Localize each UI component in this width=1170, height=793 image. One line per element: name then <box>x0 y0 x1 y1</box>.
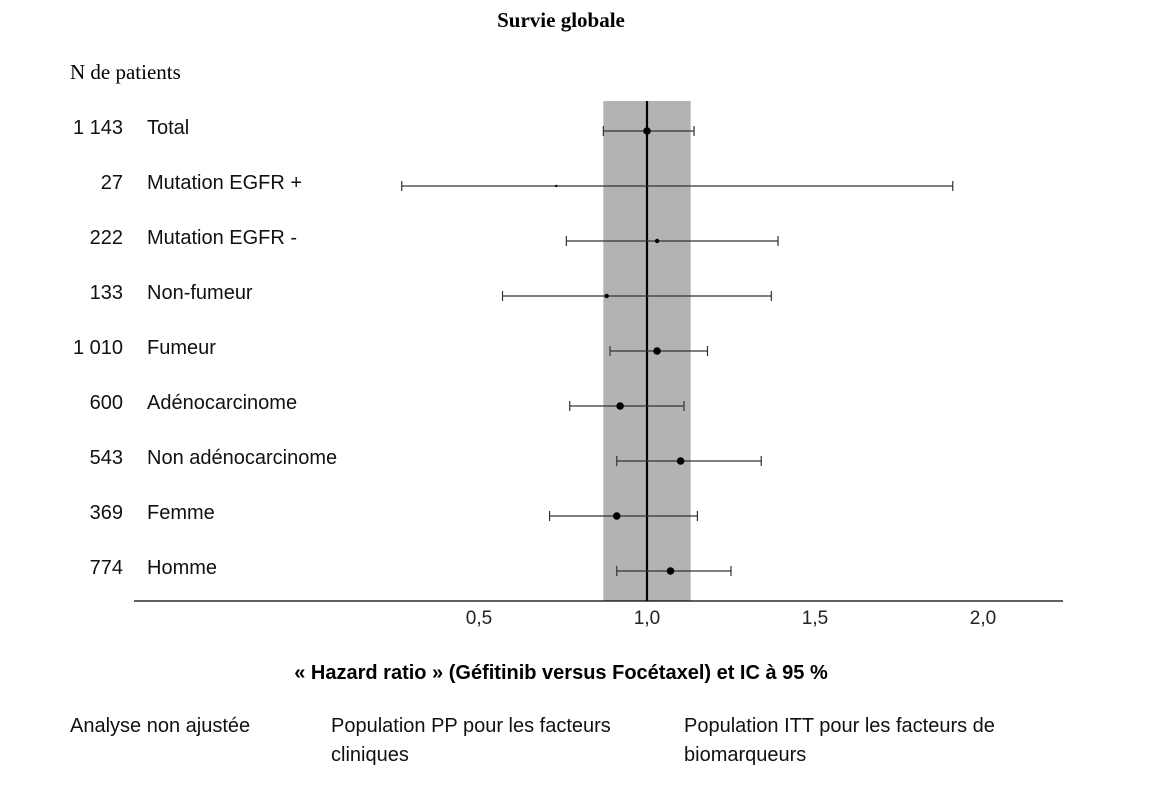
row-label: Mutation EGFR + <box>147 172 302 194</box>
row-label: Homme <box>147 557 217 579</box>
row-n-patients: 369 <box>90 502 123 524</box>
x-tick-label: 0,5 <box>466 608 492 629</box>
hr-point <box>676 457 685 465</box>
row-n-patients: 543 <box>90 447 123 469</box>
row-n-patients: 1 010 <box>73 337 123 359</box>
hr-point <box>555 184 558 188</box>
x-tick-label: 1,0 <box>634 608 660 629</box>
footnote-pp-line1: Population PP pour les facteurs <box>331 715 611 737</box>
row-n-patients: 774 <box>90 557 123 579</box>
forest-plot: 0,5 1,0 1,5 2,0 « Hazard ratio » (Géfitinib … <box>73 101 1063 684</box>
hr-point <box>604 293 609 299</box>
row-n-patients: 133 <box>90 282 123 304</box>
footnote-itt: Population ITT pour les facteurs de biom… <box>684 712 995 770</box>
footnote-pp: Population PP pour les facteurs clinique… <box>331 712 611 770</box>
x-tick-label: 1,5 <box>802 608 828 629</box>
row-label: Non adénocarcinome <box>147 447 337 469</box>
hr-point <box>653 347 661 355</box>
footnotes: Analyse non ajustée Population PP pour l… <box>0 712 1170 782</box>
row-label: Femme <box>147 502 215 524</box>
row-n-patients: 222 <box>90 227 123 249</box>
row-label: Adénocarcinome <box>147 392 297 414</box>
row-n-patients: 27 <box>101 172 123 194</box>
row-label: Total <box>147 117 189 139</box>
chart-title: Survie globale <box>497 8 625 32</box>
hr-point <box>612 512 621 520</box>
x-axis-label: « Hazard ratio » (Géfitinib versus Focét… <box>294 662 828 684</box>
x-tick-label: 2,0 <box>970 608 996 629</box>
hr-point <box>654 238 660 244</box>
n-patients-header: N de patients <box>70 60 181 84</box>
hr-point <box>616 402 624 410</box>
footnote-unadjusted: Analyse non ajustée <box>70 715 251 737</box>
row-label: Mutation EGFR - <box>147 227 297 249</box>
row-label: Non-fumeur <box>147 282 253 304</box>
footnote-pp-line2: cliniques <box>331 744 409 766</box>
row-n-patients: 600 <box>90 392 123 414</box>
row-n-patients: 1 143 <box>73 117 123 139</box>
footnote-itt-line2: biomarqueurs <box>684 744 807 766</box>
footnote-itt-line1: Population ITT pour les facteurs de <box>684 715 995 737</box>
hr-point <box>666 567 675 575</box>
hr-point <box>643 127 651 135</box>
row-label: Fumeur <box>147 337 216 359</box>
